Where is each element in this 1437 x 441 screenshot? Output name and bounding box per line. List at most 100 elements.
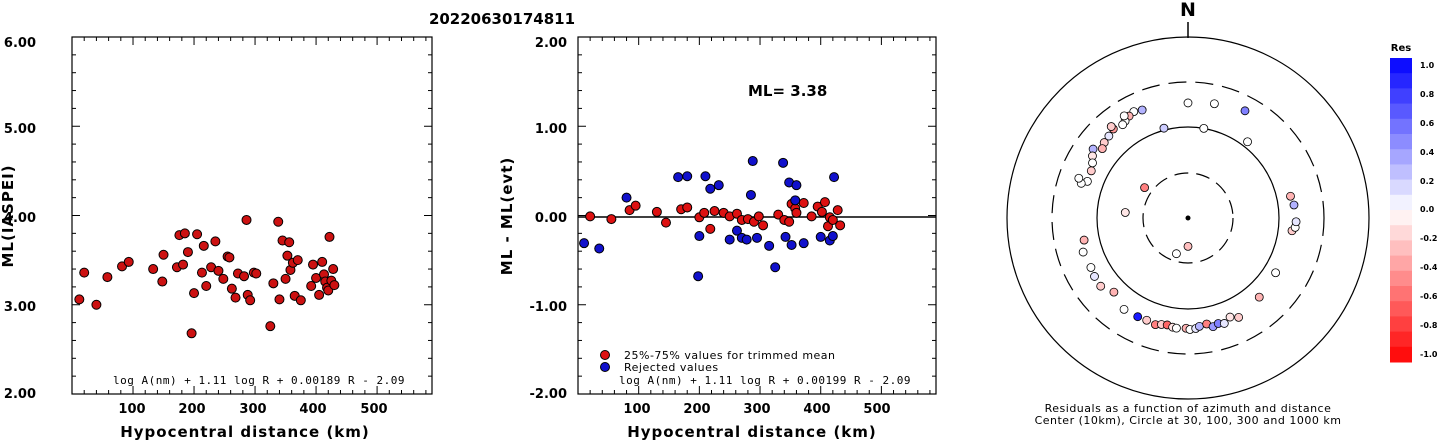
colorbar-tick-label: 0.2: [1420, 177, 1434, 186]
plot1-data-point: [74, 294, 85, 305]
plot2-data-point: [791, 207, 802, 218]
plot2-data-point: [747, 156, 758, 167]
polar-station-point: [1120, 208, 1130, 217]
plot2-data-point: [753, 211, 764, 222]
plot1-frame: [71, 36, 433, 395]
plot1-xtick-label: 500: [360, 402, 387, 417]
polar-station-point: [1119, 304, 1129, 314]
plot1-data-point: [265, 321, 276, 332]
ring-30km: [1142, 172, 1234, 264]
polar-station-point: [1289, 200, 1299, 210]
residual-colorbar: Res 1.0 0.8 0.6 0.4 0.2 0.0 -0.2 -0.4 -0…: [1390, 43, 1437, 363]
azimuth-residual-plot: N Residuals as a function of azimuth and…: [1006, 0, 1370, 427]
plot1-data-point: [224, 252, 235, 263]
plot1-data-point: [317, 256, 328, 267]
legend-label-trimmed: 25%-75% values for trimmed mean: [624, 349, 836, 362]
colorbar-cell: [1390, 331, 1412, 348]
plot2-data-point: [682, 202, 693, 213]
colorbar-cell: [1390, 255, 1412, 272]
polar-station-point: [1142, 315, 1152, 325]
polar-caption-line2: Center (10km), Circle at 30, 100, 300 an…: [1035, 414, 1342, 427]
plot2-data-point: [700, 171, 711, 182]
plot2-data-point: [829, 172, 840, 183]
plot2-data-point: [579, 238, 590, 249]
plot1-data-point: [329, 280, 340, 291]
polar-station-point: [1104, 131, 1114, 141]
ring-100km: [1096, 126, 1280, 310]
plot1-ytick-label: 5.00: [4, 122, 36, 137]
plot1-data-point: [251, 268, 262, 279]
colorbar-cell: [1390, 179, 1412, 196]
colorbar-cell: [1390, 346, 1412, 363]
plot2-ytick-label: -1.00: [530, 300, 567, 315]
plot2-xtick-label: 300: [743, 402, 770, 417]
plot2-data-point: [835, 220, 846, 231]
polar-station-point: [1086, 263, 1096, 272]
plot2-data-point: [694, 231, 705, 242]
plot2-data-point: [784, 216, 795, 227]
polar-station-point: [1133, 312, 1143, 322]
ring-300km: [1051, 81, 1325, 355]
legend-label-rejected: Rejected values: [624, 361, 719, 374]
plot1-data-point: [210, 236, 221, 247]
plot2-data-point: [832, 205, 843, 216]
polar-station-point: [1086, 166, 1096, 176]
plot1-data-point: [123, 256, 134, 267]
plot1-data-point: [218, 273, 229, 284]
plot2-data-point: [780, 231, 791, 242]
colorbar-tick-label: -0.4: [1420, 263, 1437, 272]
plot2-data-point: [791, 180, 802, 191]
plot2-x-axis-label: Hypocentral distance (km): [627, 423, 877, 441]
legend-marker-trimmed: [600, 350, 610, 360]
plot1-ytick-label: 2.00: [4, 387, 36, 402]
polar-station-point: [1119, 111, 1129, 121]
plot1-data-point: [158, 249, 169, 260]
plot2-data-point: [630, 200, 641, 211]
plot2-xtick-label: 500: [863, 402, 890, 417]
polar-station-point: [1183, 98, 1193, 108]
colorbar-cell: [1390, 103, 1412, 120]
plot1-data-point: [226, 283, 237, 294]
plot1-x-axis-label: Hypocentral distance (km): [120, 423, 370, 441]
plot1-data-point: [328, 264, 339, 275]
polar-station-point: [1291, 217, 1301, 227]
plot2-data-point: [705, 223, 716, 234]
plot1-data-point: [148, 264, 159, 275]
plot1-data-point: [196, 267, 207, 278]
figure-title: 20220630174811: [429, 10, 575, 28]
plot1-data-point: [186, 328, 197, 339]
plot1-data-point: [213, 265, 224, 276]
colorbar-cell: [1390, 164, 1412, 181]
colorbar-tick-label: 0.4: [1420, 148, 1435, 157]
plot1-data-point: [239, 271, 250, 282]
plot1-data-point: [241, 214, 252, 225]
plot2-xtick-label: 100: [623, 402, 650, 417]
colorbar-cell: [1390, 149, 1412, 165]
colorbar-tick-label: 0.0: [1420, 205, 1435, 214]
plot1-data-point: [91, 299, 102, 310]
plot2-xtick-label: 200: [683, 402, 710, 417]
plot2-ytick-label: 2.00: [535, 36, 567, 51]
plot1-xtick-label: 200: [178, 402, 205, 417]
polar-station-point: [1234, 312, 1244, 322]
colorbar-title: Res: [1391, 43, 1411, 54]
plot2-data-point: [705, 183, 716, 194]
plot2-data-point: [764, 240, 775, 251]
polar-station-point: [1209, 99, 1219, 109]
polar-station-point: [1159, 123, 1169, 133]
ml-annotation: ML= 3.38: [748, 82, 827, 100]
plot2-y-axis-label: ML - ML(evt): [498, 157, 516, 275]
polar-station-point: [1199, 123, 1209, 133]
colorbar-tick-label: 0.8: [1420, 90, 1435, 99]
plot2-ytick-label: 1.00: [535, 122, 567, 137]
plot2-data-point: [673, 172, 684, 183]
plot1-xtick-label: 300: [239, 402, 266, 417]
plot2-data-point: [682, 171, 693, 182]
polar-station-point: [1074, 173, 1084, 183]
plot2-data-point: [594, 243, 605, 254]
plot1-ytick-label: 3.00: [4, 300, 36, 315]
plot2-data-point: [778, 157, 789, 168]
plot2-xtick-label: 400: [803, 402, 830, 417]
plot1-data-point: [280, 273, 291, 284]
